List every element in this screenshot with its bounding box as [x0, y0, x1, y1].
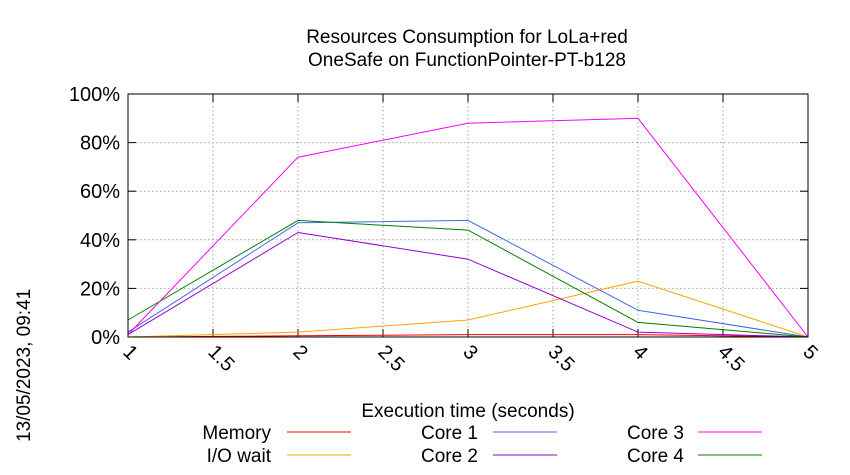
legend-label-i-o-wait: I/O wait	[207, 446, 272, 467]
series-line-core-1	[127, 219, 809, 338]
x-tick-label: 4.5	[713, 341, 748, 376]
series-line-memory	[127, 334, 809, 338]
x-axis-label: Execution time (seconds)	[361, 401, 574, 422]
x-tick-label: 1.5	[203, 341, 238, 376]
legend-label-memory: Memory	[202, 423, 271, 444]
y-tick-label: 100%	[69, 84, 120, 106]
y-tick-label: 20%	[80, 278, 120, 300]
x-tick-label: 1	[118, 341, 141, 364]
chart-title: Resources Consumption for LoLa+red	[306, 27, 628, 48]
legend-label-core-2: Core 2	[421, 446, 478, 467]
y-tick-label: 60%	[80, 181, 120, 203]
chart-subtitle: OneSafe on FunctionPointer-PT-b128	[308, 50, 626, 71]
x-tick-label: 5	[798, 341, 821, 364]
series-line-core-3	[127, 117, 809, 338]
x-tick-label: 3	[458, 341, 481, 364]
x-tick-label: 2.5	[373, 341, 408, 376]
y-tick-label: 0%	[91, 327, 120, 349]
timestamp: 13/05/2023, 09:41	[14, 289, 35, 442]
series-line-i-o-wait	[127, 280, 809, 338]
y-tick-label: 80%	[80, 133, 120, 155]
x-tick-label: 3.5	[543, 341, 578, 376]
plot-frame	[127, 93, 809, 338]
legend-label-core-3: Core 3	[627, 423, 684, 444]
x-tick-label: 4	[628, 341, 651, 364]
y-axis-ticks: 0% 20% 40% 60% 80% 100%	[69, 84, 808, 349]
grid	[127, 93, 809, 338]
series-lines	[127, 117, 809, 338]
legend-label-core-1: Core 1	[421, 423, 478, 444]
series-line-core-4	[127, 219, 809, 338]
series-line-core-2	[127, 231, 809, 338]
y-tick-label: 40%	[80, 230, 120, 252]
legend-label-core-4: Core 4	[627, 446, 684, 467]
x-tick-label: 2	[288, 341, 311, 364]
